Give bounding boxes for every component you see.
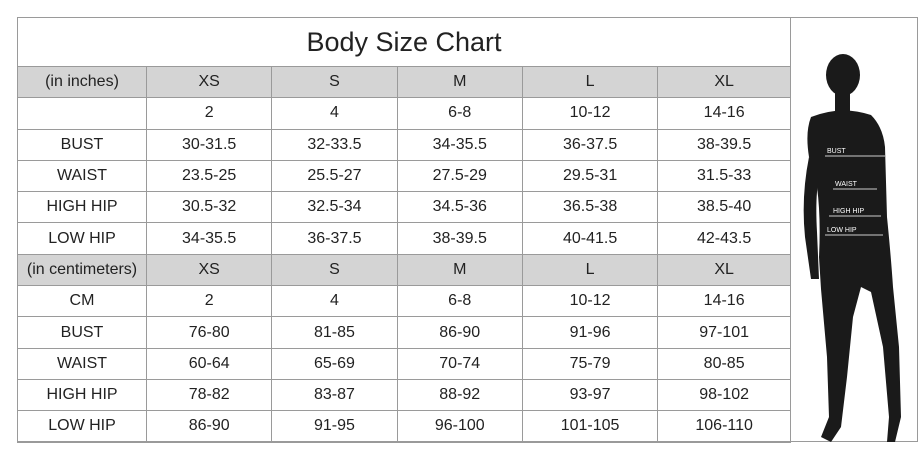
table-cell: 36-37.5 (521, 128, 659, 161)
table-cell: 34-35.5 (145, 222, 273, 255)
table-cell: 38-39.5 (396, 222, 523, 255)
unit-label: (in inches) (17, 65, 147, 99)
row-label: BUST (17, 316, 147, 349)
table-cell: 32.5-34 (271, 191, 398, 224)
table-cell: 14-16 (657, 285, 791, 318)
row-label: LOW HIP (17, 410, 147, 443)
table-cell: 29.5-31 (521, 159, 659, 193)
table-cell: 42-43.5 (657, 222, 791, 255)
size-header: L (521, 65, 659, 99)
inches-header-row: (in inches) XS S M L XL (17, 65, 791, 99)
table-cell: 40-41.5 (521, 222, 659, 255)
figure-label-waist: WAIST (835, 181, 858, 188)
table-cell: 38-39.5 (657, 128, 791, 161)
table-cell: 27.5-29 (396, 159, 523, 193)
table-cell: 32-33.5 (271, 128, 398, 161)
figure-label-bust: BUST (827, 148, 846, 155)
table-cell: 70-74 (396, 347, 523, 380)
table-cell: 34.5-36 (396, 191, 523, 224)
figure-label-low-hip: LOW HIP (827, 227, 857, 234)
table-cell: 78-82 (145, 378, 273, 412)
size-header: M (396, 253, 523, 287)
table-cell: 91-96 (521, 316, 659, 349)
body-silhouette-figure: BUST WAIST HIGH HIP LOW HIP (803, 54, 901, 442)
table-cell: 14-16 (657, 97, 791, 130)
table-cell: 25.5-27 (271, 159, 398, 193)
row-label: WAIST (17, 159, 147, 193)
row-label: HIGH HIP (17, 191, 147, 224)
table-cell: 34-35.5 (396, 128, 523, 161)
table-cell: 30-31.5 (145, 128, 273, 161)
table-row: LOW HIP 86-90 91-95 96-100 101-105 106-110 (17, 410, 791, 443)
table-cell: 91-95 (271, 410, 398, 443)
table-cell: 60-64 (145, 347, 273, 380)
table-cell: 31.5-33 (657, 159, 791, 193)
table-cell: 101-105 (521, 410, 659, 443)
row-label: WAIST (17, 347, 147, 380)
table-row: CM 2 4 6-8 10-12 14-16 (17, 285, 791, 318)
size-header: XS (145, 65, 273, 99)
table-cell: 4 (271, 285, 398, 318)
row-label: LOW HIP (17, 222, 147, 255)
size-header: M (396, 65, 523, 99)
figure-label-high-hip: HIGH HIP (833, 208, 864, 215)
table-cell: 96-100 (396, 410, 523, 443)
unit-label: (in centimeters) (17, 253, 147, 287)
table-cell: 76-80 (145, 316, 273, 349)
table-row: WAIST 60-64 65-69 70-74 75-79 80-85 (17, 347, 791, 380)
table-cell: 83-87 (271, 378, 398, 412)
table-cell: 36-37.5 (271, 222, 398, 255)
size-header: S (271, 253, 398, 287)
table-cell: 4 (271, 97, 398, 130)
table-cell: 93-97 (521, 378, 659, 412)
table-cell: 30.5-32 (145, 191, 273, 224)
table-cell: 10-12 (521, 285, 659, 318)
table-row: BUST 30-31.5 32-33.5 34-35.5 36-37.5 38-39.5 (17, 128, 791, 161)
table-cell: 98-102 (657, 378, 791, 412)
table-cell: 6-8 (396, 97, 523, 130)
size-header: S (271, 65, 398, 99)
table-cell: 86-90 (396, 316, 523, 349)
table-cell: 23.5-25 (145, 159, 273, 193)
table-cell: 36.5-38 (521, 191, 659, 224)
row-label (17, 97, 147, 130)
row-label: BUST (17, 128, 147, 161)
table-cell: 10-12 (521, 97, 659, 130)
centimeters-header-row: (in centimeters) XS S M L XL (17, 253, 791, 287)
size-table: Body Size Chart (in inches) XS S M L XL 2 4 6-8 1… (17, 17, 791, 443)
table-cell: 2 (145, 97, 273, 130)
table-row: BUST 76-80 81-85 86-90 91-96 97-101 (17, 316, 791, 349)
size-header: XL (657, 253, 791, 287)
size-header: XS (145, 253, 273, 287)
table-row: LOW HIP 34-35.5 36-37.5 38-39.5 40-41.5 42-43… (17, 222, 791, 255)
size-header: XL (657, 65, 791, 99)
table-row: HIGH HIP 78-82 83-87 88-92 93-97 98-102 (17, 378, 791, 412)
table-cell: 88-92 (396, 378, 523, 412)
table-cell: 106-110 (657, 410, 791, 443)
table-row: HIGH HIP 30.5-32 32.5-34 34.5-36 36.5-38 38.5… (17, 191, 791, 224)
table-cell: 86-90 (145, 410, 273, 443)
row-label: CM (17, 285, 147, 318)
size-header: L (521, 253, 659, 287)
table-cell: 65-69 (271, 347, 398, 380)
table-row: 2 4 6-8 10-12 14-16 (17, 97, 791, 130)
table-cell: 80-85 (657, 347, 791, 380)
table-cell: 97-101 (657, 316, 791, 349)
chart-title: Body Size Chart (17, 17, 791, 67)
row-label: HIGH HIP (17, 378, 147, 412)
silhouette-icon (803, 54, 901, 442)
table-cell: 38.5-40 (657, 191, 791, 224)
table-row: WAIST 23.5-25 25.5-27 27.5-29 29.5-31 31.5-33 (17, 159, 791, 193)
table-cell: 2 (145, 285, 273, 318)
table-cell: 81-85 (271, 316, 398, 349)
table-cell: 6-8 (396, 285, 523, 318)
table-cell: 75-79 (521, 347, 659, 380)
